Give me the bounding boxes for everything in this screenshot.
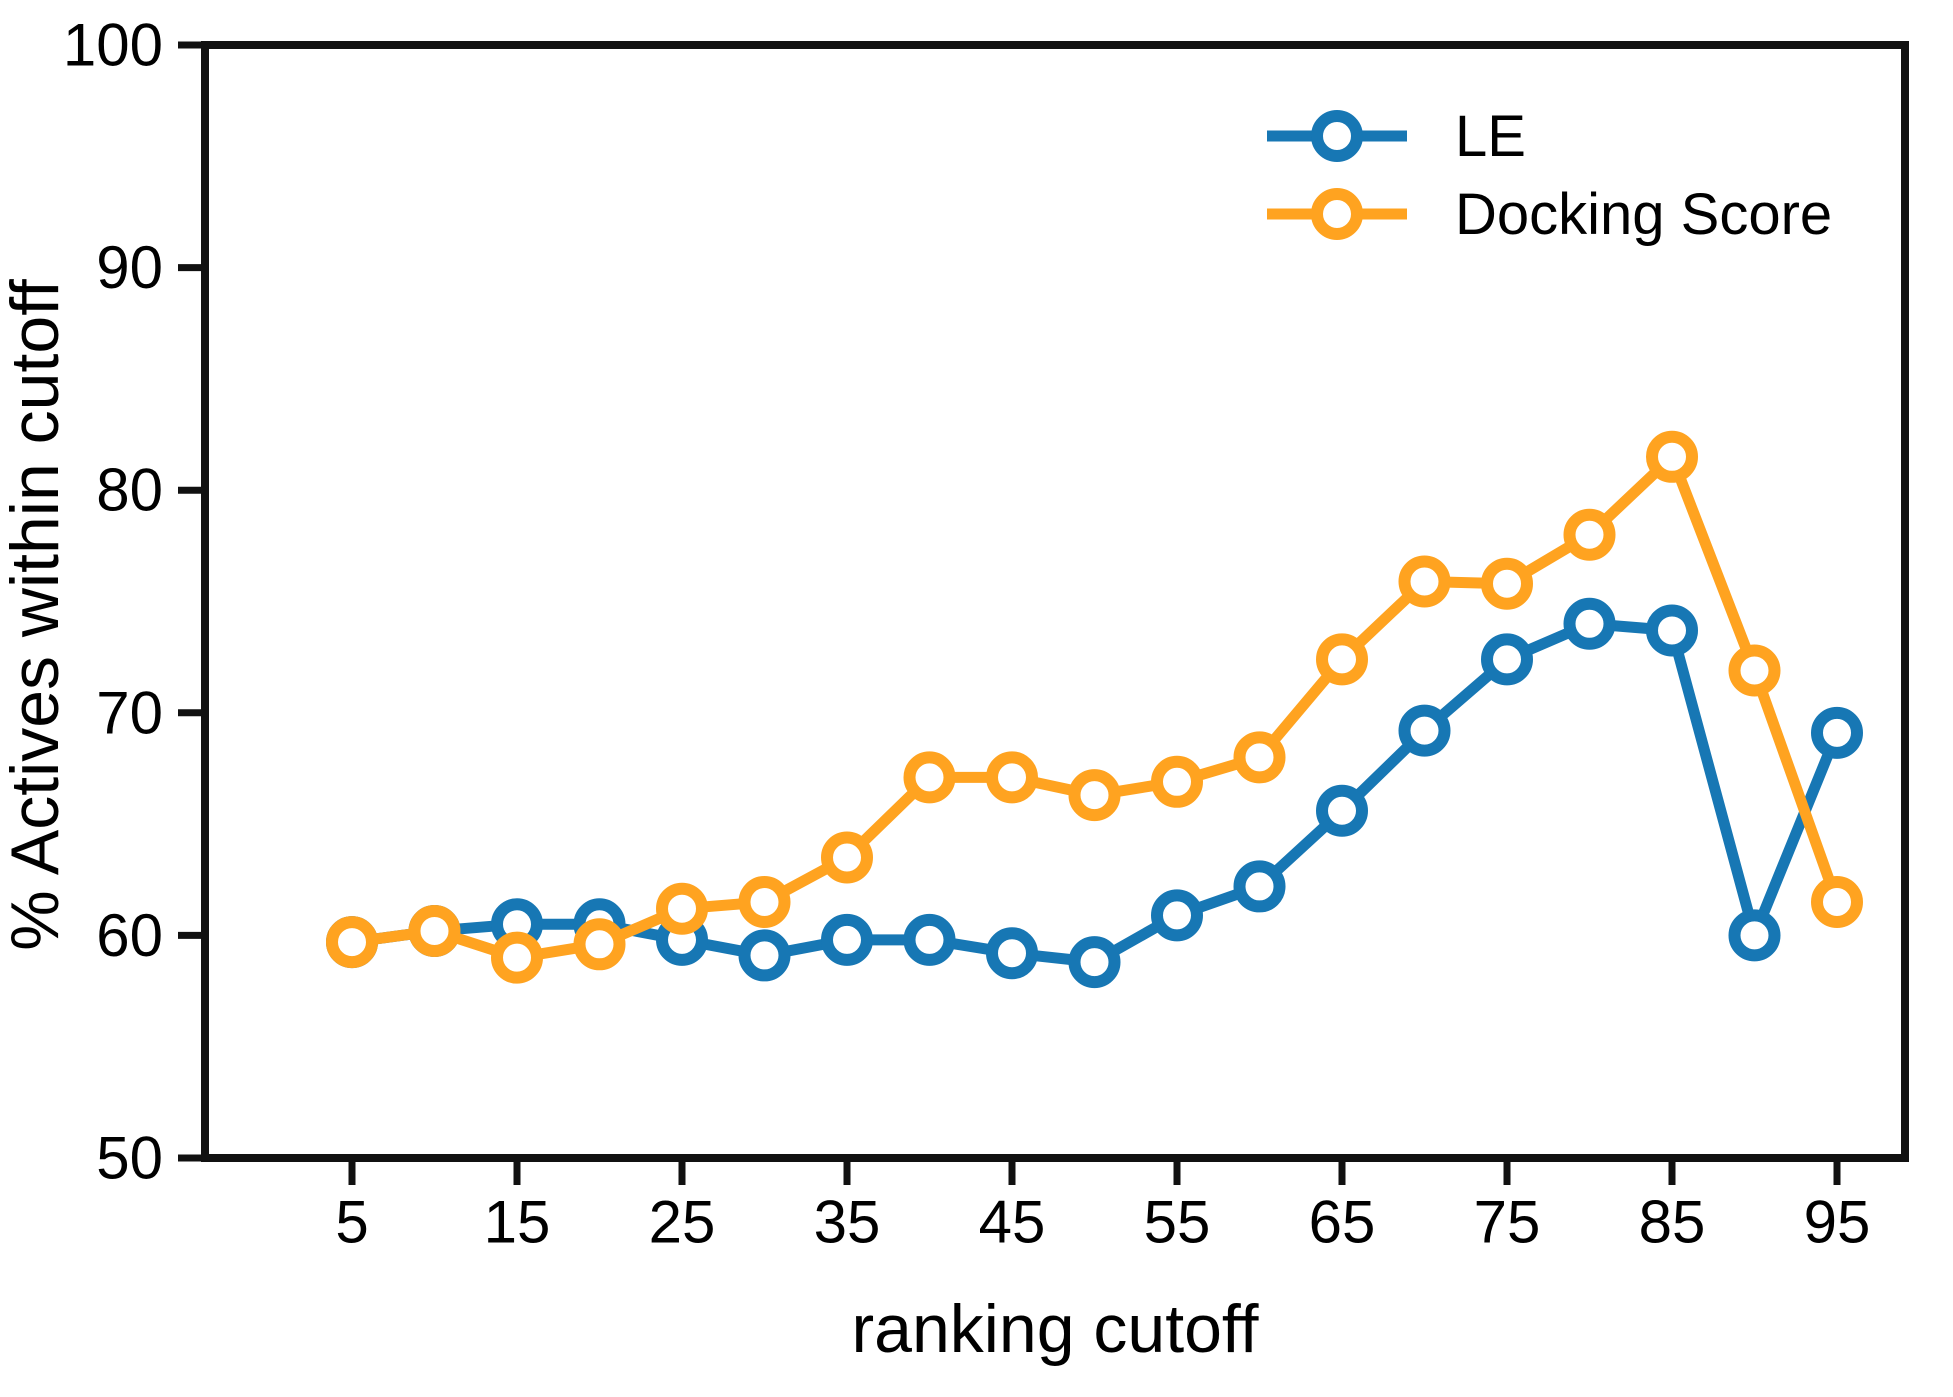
data-point-marker [1646,604,1698,657]
x-tick-label: 45 [979,1189,1046,1256]
data-point-marker [986,751,1038,804]
data-point-marker [1728,644,1781,697]
data-point-marker [1233,860,1286,913]
data-point-marker [1728,909,1781,962]
data-point-marker [326,916,378,969]
x-tick-label: 65 [1309,1189,1376,1256]
data-point-marker [1233,731,1286,784]
x-tick-label: 75 [1474,1189,1541,1256]
legend-marker-docking-score-icon [1311,188,1363,240]
x-axis-title: ranking cutoff [851,1291,1258,1367]
x-tick-label: 5 [335,1189,368,1256]
legend-marker-le-icon [1311,110,1363,162]
y-tick-label: 80 [96,457,163,524]
data-point-marker [1398,704,1451,757]
series-docking-score [326,430,1863,984]
data-point-marker [1316,633,1368,686]
y-tick-label: 60 [96,902,163,969]
legend-label-docking-score: Docking Score [1455,182,1832,247]
x-tick-label: 25 [649,1189,716,1256]
data-point-marker [1068,936,1121,989]
data-point-marker [1646,430,1698,483]
data-point-marker [986,927,1038,980]
y-tick-label: 90 [96,234,163,301]
axis-layer: 5 15 25 35 45 55 65 75 85 95 50 60 70 80 90 100 [63,12,1870,1256]
data-point-marker [408,904,461,957]
legend-item-docking-score: Docking Score [1267,182,1832,247]
data-point-marker [1481,633,1533,686]
data-point-marker [903,751,956,804]
data-point-marker [1398,555,1451,608]
x-tick-label: 35 [814,1189,881,1256]
data-point-marker [1563,597,1616,650]
x-tick-label: 15 [484,1189,551,1256]
data-point-marker [821,831,873,884]
data-point-marker [491,931,543,984]
legend: LE Docking Score [1267,104,1832,247]
data-point-marker [1811,876,1863,929]
y-tick-label: 70 [96,679,163,746]
data-point-marker [738,876,791,929]
data-point-marker [903,913,956,966]
series-layer [326,430,1863,989]
data-point-marker [573,918,626,971]
data-point-marker [821,913,873,966]
y-tick-label: 50 [96,1125,163,1192]
x-tick-label: 85 [1639,1189,1706,1256]
x-tick-label: 95 [1804,1189,1871,1256]
legend-label-le: LE [1455,104,1526,169]
y-axis-title: % Actives within cutoff [0,279,73,951]
data-point-marker [1481,557,1533,610]
x-tick-label: 55 [1144,1189,1211,1256]
data-point-marker [1068,769,1121,822]
data-point-marker [738,929,791,982]
data-point-marker [1563,508,1616,561]
plot-spines [201,41,1909,1162]
y-tick-label: 100 [63,12,163,79]
legend-item-le: LE [1267,104,1526,169]
data-point-marker [1151,755,1203,808]
data-point-marker [656,882,708,935]
data-point-marker [1316,784,1368,837]
data-point-marker [1811,706,1863,759]
data-point-marker [1151,889,1203,942]
